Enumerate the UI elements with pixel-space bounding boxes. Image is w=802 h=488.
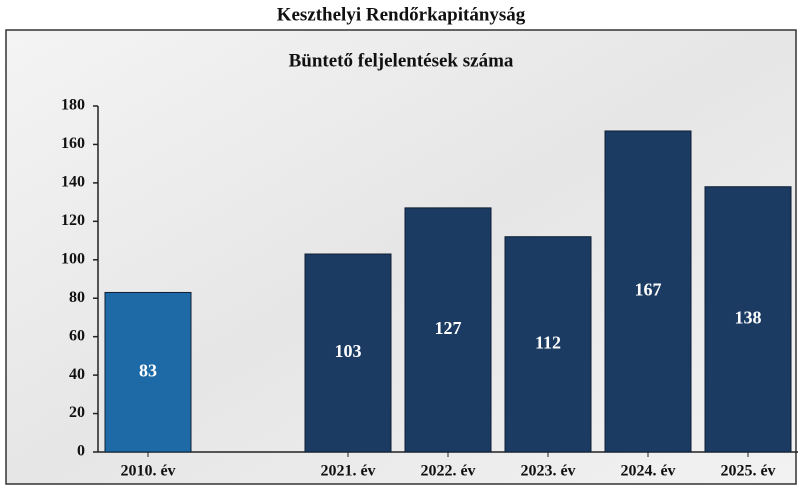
x-tick-label: 2023. év	[520, 463, 575, 480]
y-tick-label: 140	[61, 174, 85, 191]
data-label: 83	[139, 360, 157, 380]
x-tick-label: 2021. év	[320, 463, 375, 480]
chart: Keszthelyi Rendőrkapitányság Büntető fel…	[0, 0, 802, 488]
y-tick-label: 100	[61, 250, 85, 267]
y-tick-label: 40	[69, 366, 85, 383]
y-tick-label: 180	[61, 97, 85, 114]
y-tick-label: 160	[61, 135, 85, 152]
y-tick-label: 120	[61, 212, 85, 229]
data-label: 103	[335, 341, 362, 361]
y-tick-label: 0	[77, 443, 85, 460]
x-tick-label: 2024. év	[620, 463, 675, 480]
x-tick-label: 2010. év	[120, 463, 175, 480]
data-label: 138	[735, 307, 762, 327]
y-tick-label: 20	[69, 404, 85, 421]
y-tick-label: 80	[69, 289, 85, 306]
data-label: 127	[435, 318, 462, 338]
chart-subtitle: Büntető feljelentések száma	[289, 50, 514, 71]
chart-title: Keszthelyi Rendőrkapitányság	[277, 4, 526, 25]
y-tick-label: 60	[69, 327, 85, 344]
x-tick-label: 2025. év	[720, 463, 775, 480]
data-label: 112	[535, 332, 561, 352]
data-label: 167	[635, 280, 662, 300]
x-tick-label: 2022. év	[420, 463, 475, 480]
